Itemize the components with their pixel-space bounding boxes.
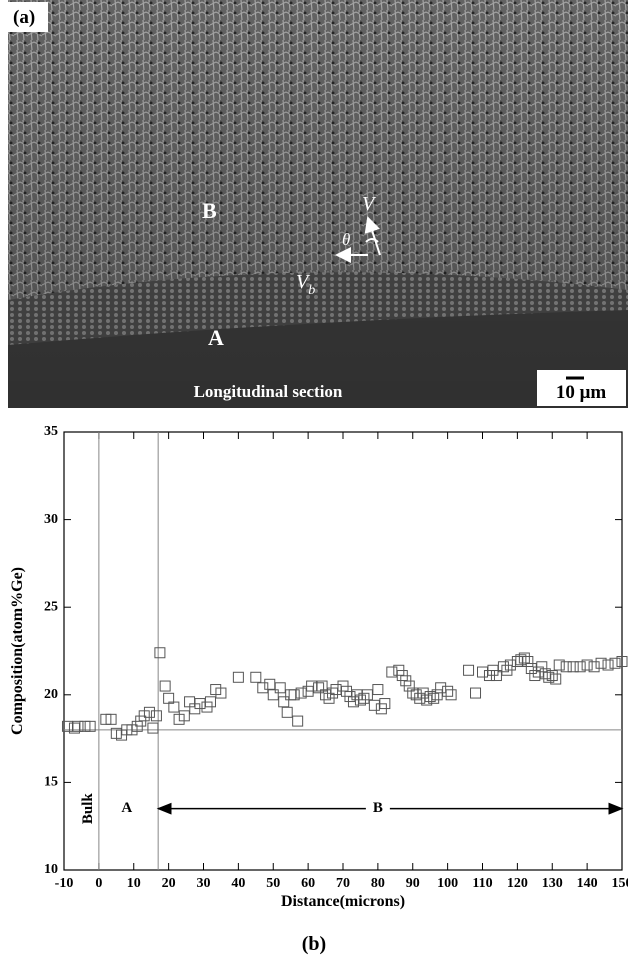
data-point: [151, 711, 161, 721]
angle-label: θ: [342, 230, 350, 249]
data-point: [286, 690, 296, 700]
x-tick-label: -10: [55, 876, 74, 891]
x-tick-label: 20: [162, 876, 176, 891]
x-tick-label: 140: [577, 876, 598, 891]
x-tick-label: 70: [336, 876, 350, 891]
chart: -10 0 10 20 30 40 50 60 70 80 90 100 110 120 130 140 150…: [9, 424, 628, 910]
data-point: [443, 686, 453, 696]
figure-label: (b): [302, 933, 326, 955]
x-tick-label: 0: [95, 876, 102, 891]
x-tick-label: 120: [507, 876, 528, 891]
x-tick-label: 150: [612, 876, 628, 891]
x-tick-label: 130: [542, 876, 563, 891]
data-point: [478, 667, 488, 677]
y-tick-label: 10: [44, 862, 58, 877]
data-point: [464, 665, 474, 675]
data-point: [279, 697, 289, 707]
data-point: [293, 716, 303, 726]
scale-bar: 10 μm: [556, 382, 607, 403]
x-tick-label: 50: [266, 876, 280, 891]
micrograph: (a) B A V θ Vb Longitudinal section 10 μ…: [8, 0, 628, 408]
x-tick-label: 60: [301, 876, 315, 891]
region-label: B: [202, 198, 217, 223]
data-point: [268, 690, 278, 700]
x-axis-label: Distance(microns): [281, 893, 405, 910]
label-subscript: b: [308, 283, 315, 298]
y-tick-label: 35: [44, 424, 58, 439]
y-tick-label: 20: [44, 687, 58, 702]
annotation: B: [373, 800, 383, 816]
x-tick-label: 10: [127, 876, 141, 891]
y-tick-label: 30: [44, 512, 58, 527]
data-point: [148, 723, 158, 733]
annotation: Bulk: [80, 793, 96, 825]
data-point: [369, 700, 379, 710]
y-tick-label: 15: [44, 775, 58, 790]
data-point: [275, 683, 285, 693]
data-point: [436, 683, 446, 693]
caption: Longitudinal section: [194, 382, 343, 401]
data-point: [265, 679, 275, 689]
x-tick-label: 80: [371, 876, 385, 891]
data-point: [251, 672, 261, 682]
panel-label: (a): [13, 7, 35, 28]
region-label: A: [208, 325, 224, 350]
x-tick-label: 90: [406, 876, 420, 891]
data-point: [282, 707, 292, 717]
x-tick-label: 40: [231, 876, 245, 891]
data-point: [446, 690, 456, 700]
data-point: [160, 681, 170, 691]
data-point: [526, 664, 536, 674]
y-tick-label: 25: [44, 599, 58, 614]
data-point: [471, 688, 481, 698]
data-point: [155, 648, 165, 658]
data-point: [568, 662, 578, 672]
data-point: [258, 683, 268, 693]
x-tick-label: 110: [472, 876, 492, 891]
plot-frame: [64, 432, 622, 870]
annotation: A: [121, 800, 132, 816]
x-tick-label: 30: [197, 876, 211, 891]
data-point: [373, 685, 383, 695]
x-tick-label: 100: [437, 876, 458, 891]
data-point: [233, 672, 243, 682]
y-axis-label: Composition(atom%Ge): [9, 567, 26, 735]
